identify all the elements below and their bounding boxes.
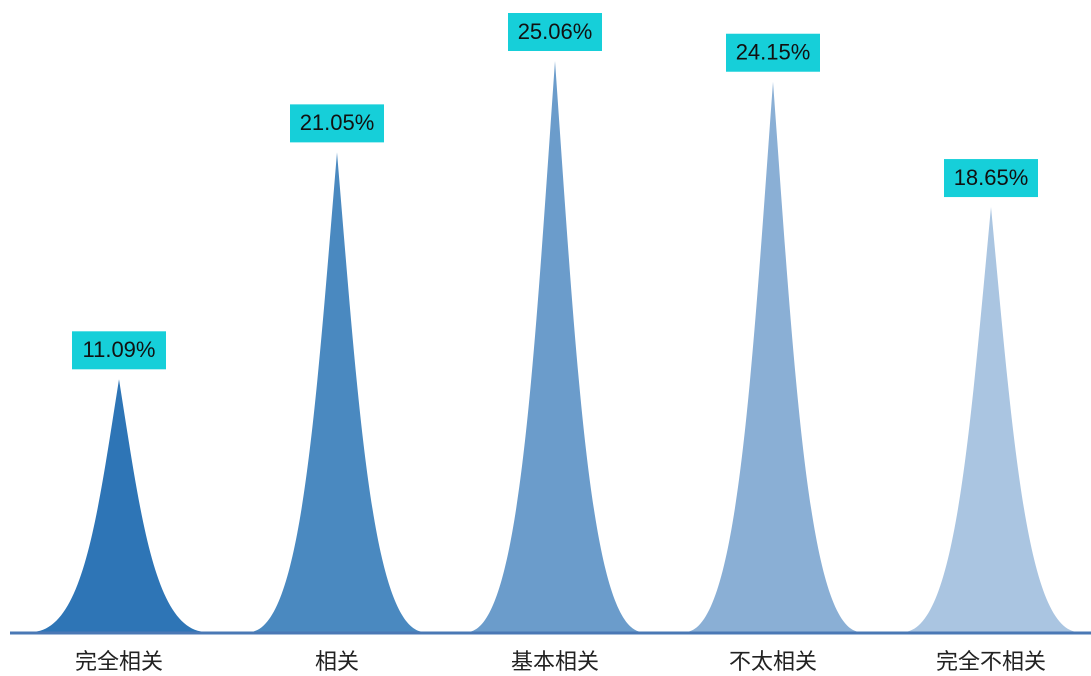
category-labels-layer: 完全相关 相关 基本相关 不太相关 完全不相关 <box>75 650 1046 675</box>
data-label-text: 11.09% <box>83 337 156 362</box>
peak-1 <box>31 379 207 632</box>
data-label-box <box>290 104 384 143</box>
category-label-4: 不太相关 <box>729 650 817 675</box>
category-label-5: 完全不相关 <box>936 650 1046 675</box>
data-label-box <box>726 33 820 72</box>
category-label-3: 基本相关 <box>511 650 599 675</box>
peak-2 <box>249 152 425 632</box>
peak-5 <box>903 207 1079 632</box>
data-label-1: 11.09% <box>72 331 166 370</box>
data-label-text: 25.06% <box>518 19 593 44</box>
category-label-2: 相关 <box>315 650 359 675</box>
data-label-box <box>944 159 1038 198</box>
data-label-4: 24.15% <box>726 33 820 72</box>
data-label-text: 21.05% <box>300 110 375 135</box>
data-label-3: 25.06% <box>508 13 602 51</box>
data-label-text: 24.15% <box>736 40 811 65</box>
data-label-box <box>508 13 602 51</box>
category-label-1: 完全相关 <box>75 650 163 675</box>
peaks-layer <box>31 61 1079 633</box>
data-label-2: 21.05% <box>290 104 384 143</box>
data-labels-layer: 11.09% 21.05% 25.06% 24.15% 18.65% <box>72 13 1038 370</box>
data-label-text: 18.65% <box>954 165 1029 190</box>
data-label-5: 18.65% <box>944 159 1038 198</box>
data-label-box <box>72 331 166 370</box>
peak-3 <box>467 61 643 632</box>
peak-4 <box>685 81 861 633</box>
